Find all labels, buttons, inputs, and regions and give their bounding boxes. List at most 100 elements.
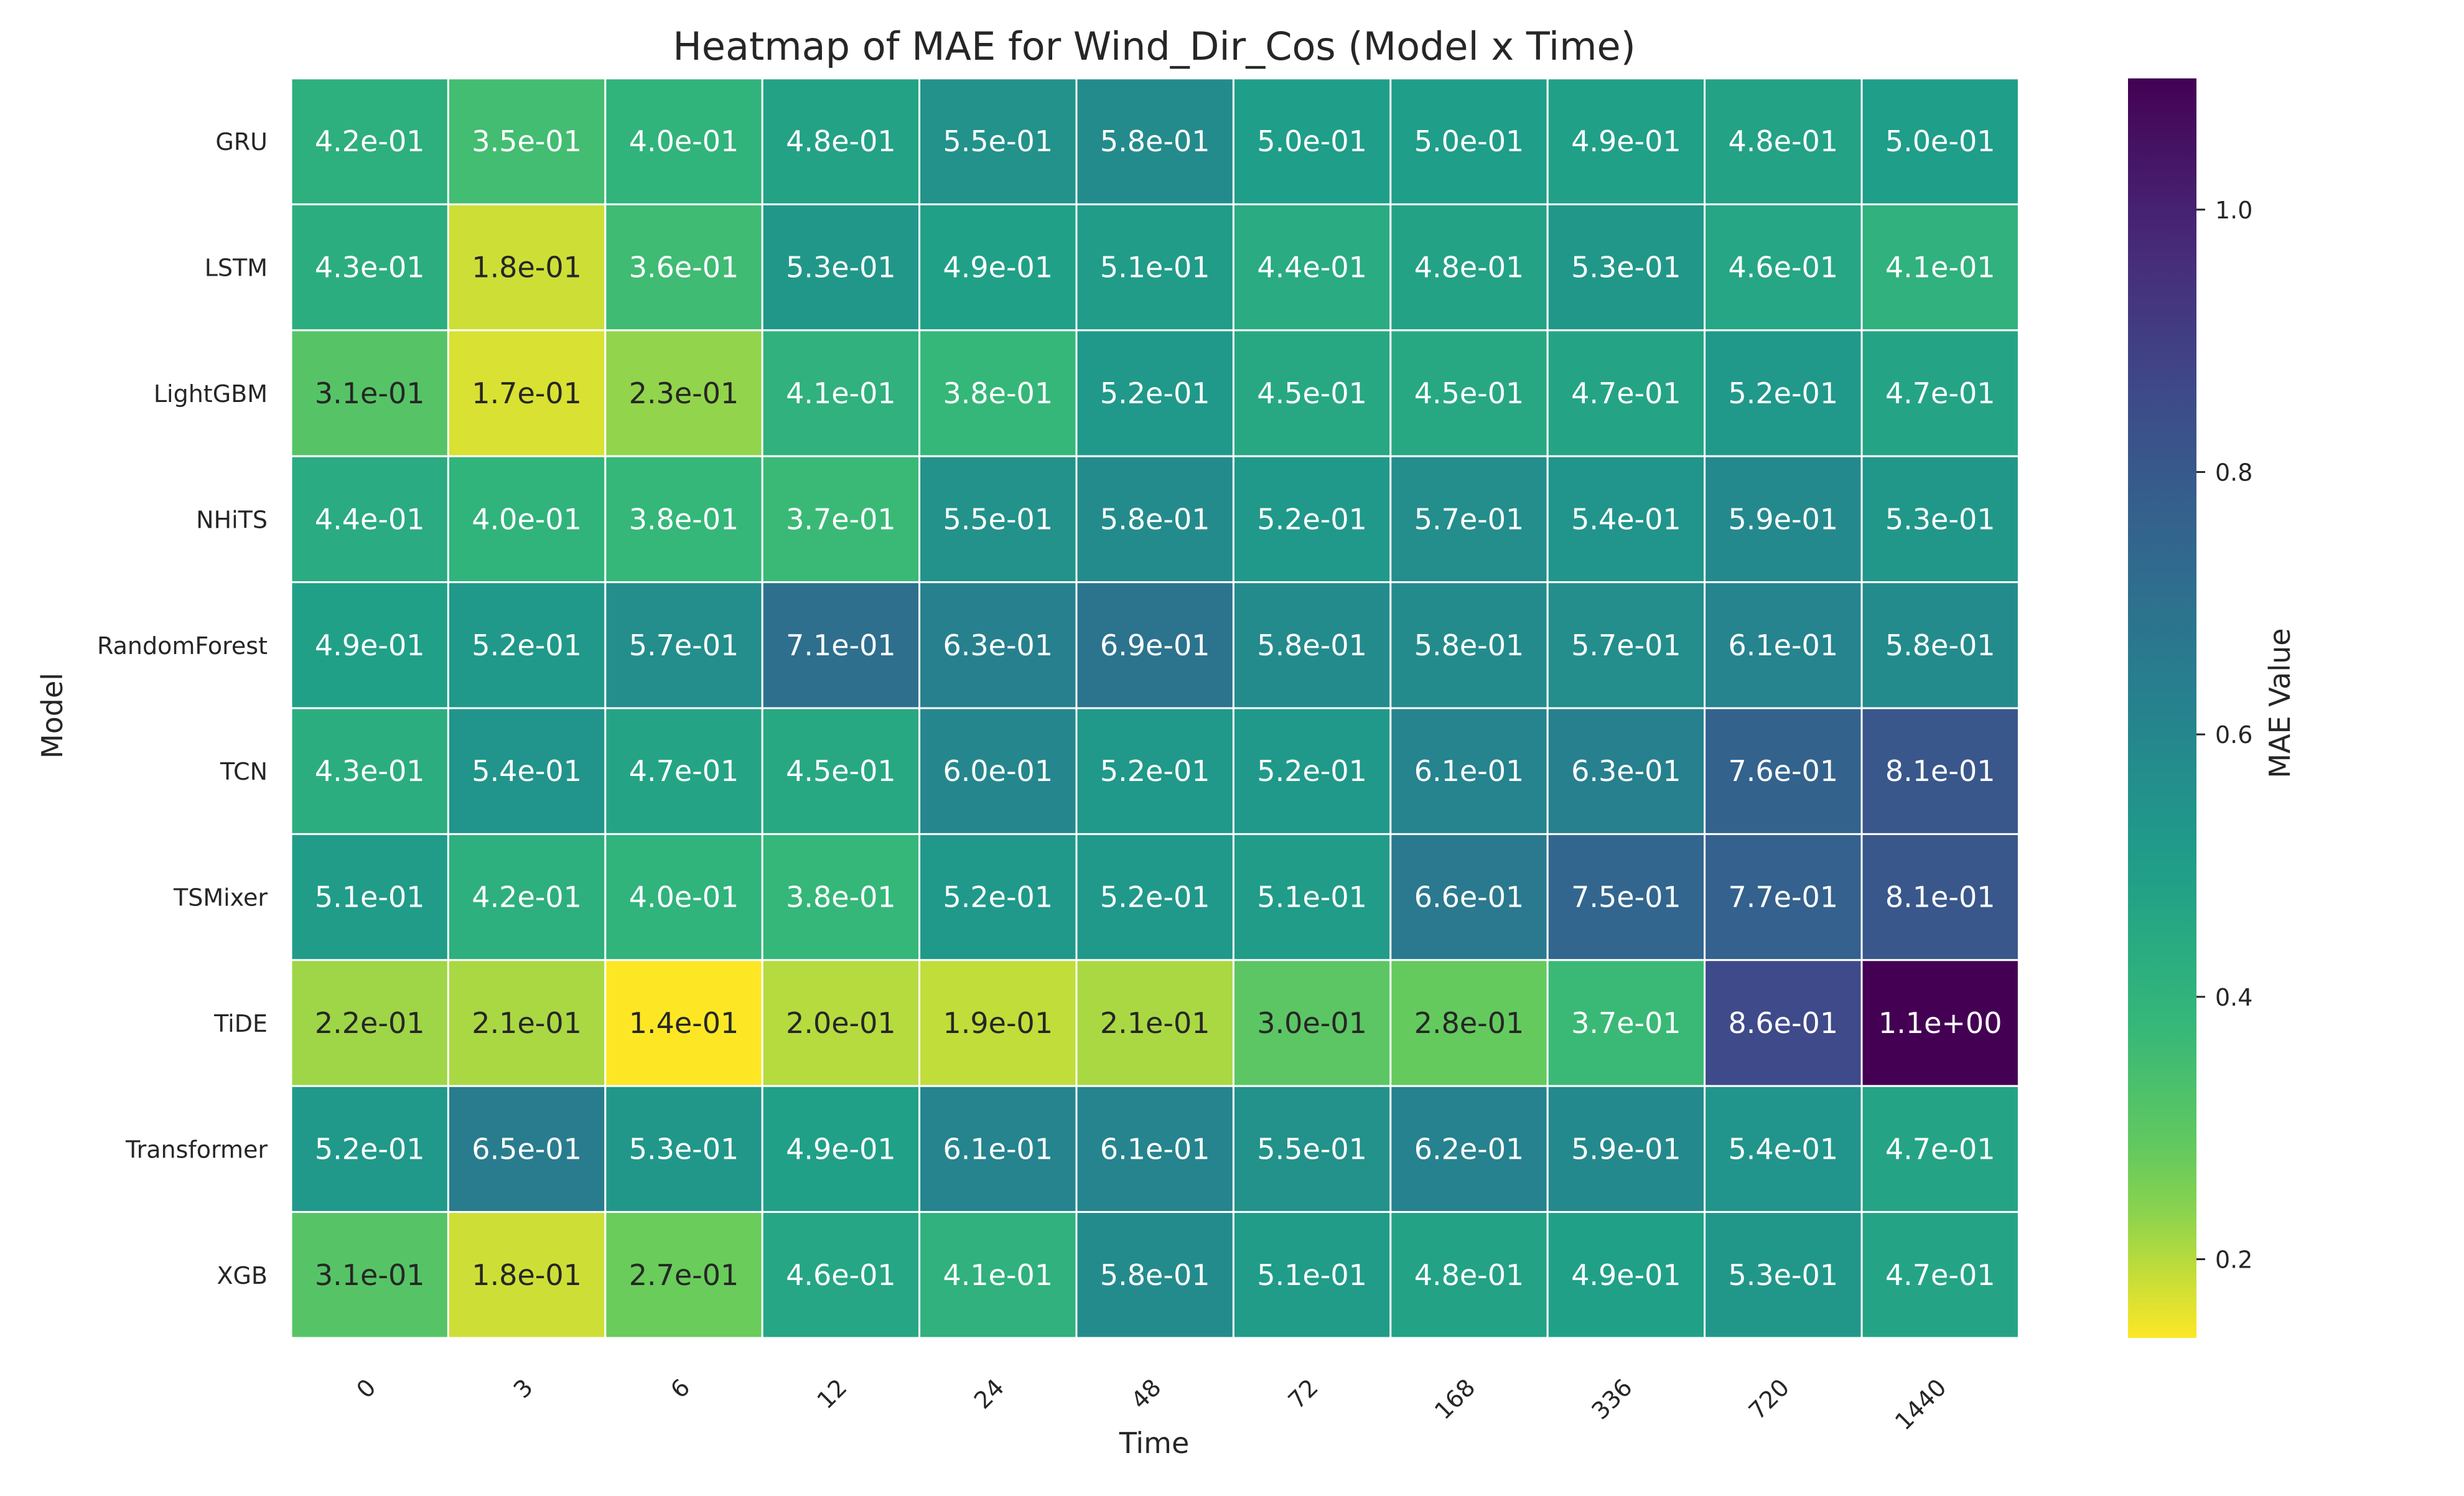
heatmap-cell xyxy=(1075,1085,1234,1213)
cell-value-label: 4.1e-01 xyxy=(1885,251,1995,284)
heatmap-cell xyxy=(447,203,607,332)
heatmap-cell xyxy=(1389,707,1549,835)
heatmap-cell xyxy=(1546,203,1706,332)
cell-value-label: 4.0e-01 xyxy=(629,124,739,158)
cell-value-label: 5.7e-01 xyxy=(629,629,739,662)
heatmap-cell xyxy=(761,329,921,457)
heatmap-cell xyxy=(604,455,763,584)
colorbar-tick-label: 0.6 xyxy=(2215,721,2252,749)
heatmap-cell xyxy=(447,77,607,205)
cell-value-label: 4.9e-01 xyxy=(1571,124,1681,158)
cell-value-label: 1.7e-01 xyxy=(472,376,582,410)
cell-value-label: 5.3e-01 xyxy=(1571,251,1681,284)
cell-value-label: 8.1e-01 xyxy=(1885,881,1995,914)
heatmap-cell xyxy=(1860,581,2020,709)
heatmap-cell xyxy=(761,1085,921,1213)
cell-value-label: 2.1e-01 xyxy=(472,1006,582,1040)
heatmap-cell xyxy=(1232,707,1392,835)
heatmap-cell xyxy=(1860,203,2020,332)
cell-value-label: 4.9e-01 xyxy=(1571,1258,1681,1292)
y-tick-label: TCN xyxy=(220,758,268,785)
heatmap-cell xyxy=(1704,203,1863,332)
cell-value-label: 6.0e-01 xyxy=(943,754,1053,788)
heatmap-cell xyxy=(447,329,607,457)
heatmap-cell xyxy=(1704,959,1863,1087)
y-tick-label: GRU xyxy=(215,128,268,156)
y-tick-label: RandomForest xyxy=(97,632,268,660)
cell-value-label: 6.5e-01 xyxy=(472,1132,582,1166)
cell-value-label: 2.2e-01 xyxy=(315,1006,425,1040)
y-tick-label: TiDE xyxy=(213,1010,268,1037)
cell-value-label: 3.8e-01 xyxy=(943,376,1053,410)
cell-value-label: 5.8e-01 xyxy=(1100,1258,1210,1292)
cell-value-label: 6.9e-01 xyxy=(1100,629,1210,662)
heatmap-cell xyxy=(761,707,921,835)
cell-value-label: 5.3e-01 xyxy=(1885,502,1995,536)
heatmap-cell xyxy=(1860,1211,2020,1339)
cell-value-label: 5.8e-01 xyxy=(1100,124,1210,158)
cell-value-label: 2.1e-01 xyxy=(1100,1006,1210,1040)
heatmap-cell xyxy=(604,1085,763,1213)
chart-title: Heatmap of MAE for Wind_Dir_Cos (Model x… xyxy=(673,24,1636,69)
cell-value-label: 6.1e-01 xyxy=(1729,629,1839,662)
heatmap-cell xyxy=(604,581,763,709)
cell-value-label: 4.8e-01 xyxy=(1729,124,1839,158)
cell-value-label: 4.9e-01 xyxy=(315,629,425,662)
cell-value-label: 5.1e-01 xyxy=(315,881,425,914)
heatmap-cell xyxy=(604,203,763,332)
y-tick-label: NHiTS xyxy=(196,506,268,533)
heatmap-cell xyxy=(447,581,607,709)
cell-value-label: 4.3e-01 xyxy=(315,251,425,284)
heatmap-cell xyxy=(290,1211,449,1339)
heatmap-cell xyxy=(918,455,1078,584)
heatmap-cell xyxy=(1389,1085,1549,1213)
cell-value-label: 2.7e-01 xyxy=(629,1258,739,1292)
cell-value-label: 5.2e-01 xyxy=(1100,376,1210,410)
heatmap-cells: 4.2e-01 3.5e-01 4.0e-01 4.8e-01 5.5e-01 5.8e-… xyxy=(290,77,2020,1339)
cell-value-label: 5.8e-01 xyxy=(1414,629,1524,662)
heatmap-cell xyxy=(918,1211,1078,1339)
heatmap-cell xyxy=(1389,77,1549,205)
cell-value-label: 3.7e-01 xyxy=(786,502,896,536)
cell-value-label: 6.1e-01 xyxy=(1100,1132,1210,1166)
cell-value-label: 5.3e-01 xyxy=(1729,1258,1839,1292)
cell-value-label: 7.7e-01 xyxy=(1729,881,1839,914)
cell-value-label: 4.8e-01 xyxy=(1414,251,1524,284)
cell-value-label: 4.4e-01 xyxy=(1257,251,1367,284)
cell-value-label: 6.3e-01 xyxy=(1571,754,1681,788)
heatmap-cell xyxy=(447,959,607,1087)
cell-value-label: 5.0e-01 xyxy=(1414,124,1524,158)
cell-value-label: 3.8e-01 xyxy=(786,881,896,914)
cell-value-label: 5.1e-01 xyxy=(1257,881,1367,914)
cell-value-label: 6.1e-01 xyxy=(1414,754,1524,788)
heatmap-cell xyxy=(1232,329,1392,457)
cell-value-label: 5.9e-01 xyxy=(1571,1132,1681,1166)
cell-value-label: 4.5e-01 xyxy=(1414,376,1524,410)
cell-value-label: 4.8e-01 xyxy=(1414,1258,1524,1292)
cell-value-label: 5.1e-01 xyxy=(1257,1258,1367,1292)
heatmap-cell xyxy=(290,203,449,332)
cell-value-label: 5.4e-01 xyxy=(472,754,582,788)
cell-value-label: 5.2e-01 xyxy=(1100,754,1210,788)
cell-value-label: 4.0e-01 xyxy=(629,881,739,914)
cell-value-label: 3.7e-01 xyxy=(1571,1006,1681,1040)
heatmap-cell xyxy=(604,329,763,457)
cell-value-label: 1.8e-01 xyxy=(472,251,582,284)
cell-value-label: 1.8e-01 xyxy=(472,1258,582,1292)
cell-value-label: 4.2e-01 xyxy=(315,124,425,158)
heatmap-cell xyxy=(1389,203,1549,332)
cell-value-label: 5.8e-01 xyxy=(1100,502,1210,536)
cell-value-label: 6.2e-01 xyxy=(1414,1132,1524,1166)
heatmap-cell xyxy=(604,77,763,205)
heatmap-cell xyxy=(918,1085,1078,1213)
heatmap-cell xyxy=(290,581,449,709)
y-tick-label: LSTM xyxy=(205,255,268,282)
cell-value-label: 4.0e-01 xyxy=(472,502,582,536)
cell-value-label: 8.1e-01 xyxy=(1885,754,1995,788)
heatmap-cell xyxy=(290,959,449,1087)
cell-value-label: 5.4e-01 xyxy=(1729,1132,1839,1166)
heatmap-cell xyxy=(447,455,607,584)
heatmap-cell xyxy=(1546,77,1706,205)
cell-value-label: 4.1e-01 xyxy=(786,376,896,410)
